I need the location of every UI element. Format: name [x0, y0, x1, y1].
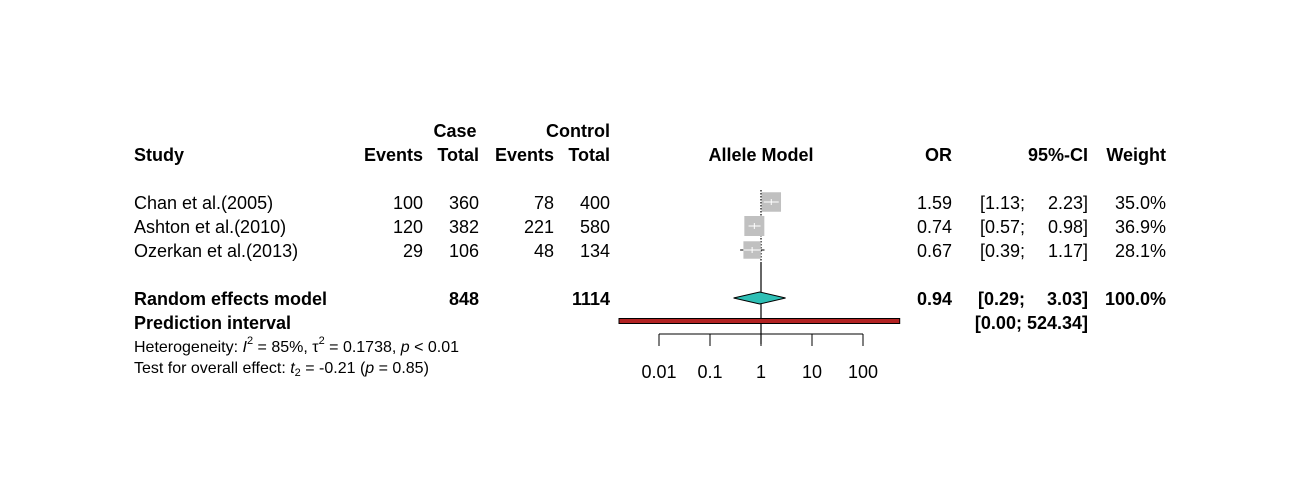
control-total: 580	[579, 217, 610, 237]
x-tick-label: 0.1	[697, 362, 722, 382]
control-events: 221	[523, 217, 554, 237]
case-total: 848	[448, 289, 479, 309]
weight-header: Weight	[1106, 145, 1166, 165]
control-events: 48	[533, 241, 554, 261]
ci-lower: [0.57;	[979, 217, 1025, 237]
ci-upper: 3.03]	[1046, 289, 1088, 309]
control-total: 134	[579, 241, 610, 261]
ci-lower: [1.13;	[979, 193, 1025, 213]
case-total-header: Total	[437, 145, 479, 165]
x-tick-label: 10	[802, 362, 822, 382]
ci-lower: [0.29;	[977, 289, 1025, 309]
ci-upper: 0.98]	[1047, 217, 1088, 237]
control-group-header: Control	[546, 121, 610, 141]
case-group-header: Case	[433, 121, 477, 141]
case-total: 382	[448, 217, 479, 237]
ci-upper: 2.23]	[1047, 193, 1088, 213]
ci-upper: 1.17]	[1047, 241, 1088, 261]
ci-header: 95%-CI	[1027, 145, 1088, 165]
case-total: 360	[448, 193, 479, 213]
or-header: OR	[925, 145, 952, 165]
control-events: 78	[533, 193, 554, 213]
odds-ratio: 0.94	[916, 289, 952, 309]
control-total-header: Total	[568, 145, 610, 165]
x-tick-label: 0.01	[641, 362, 676, 382]
control-total: 1114	[571, 289, 610, 309]
study-name: Ashton et al.(2010)	[134, 217, 287, 237]
study-weight: 36.9%	[1114, 217, 1166, 237]
study-header: Study	[134, 145, 185, 165]
plot-title: Allele Model	[708, 145, 814, 165]
pooled-diamond	[733, 291, 786, 305]
control-total: 400	[579, 193, 610, 213]
case-events-header: Events	[363, 145, 423, 165]
prediction-interval-label: Prediction interval	[134, 313, 292, 333]
case-total: 106	[448, 241, 479, 261]
random-effects-label: Random effects model	[134, 289, 328, 309]
x-tick-label: 1	[756, 362, 766, 382]
overall-effect-text: Test for overall effect: t2 = -0.21 (p =…	[134, 360, 429, 379]
study-weight: 35.0%	[1114, 193, 1166, 213]
heterogeneity-text: Heterogeneity: I2 = 85%, τ2 = 0.1738, p …	[134, 335, 460, 357]
study-name: Ozerkan et al.(2013)	[134, 241, 299, 261]
prediction-interval-bar	[618, 318, 901, 324]
control-events-header: Events	[494, 145, 554, 165]
case-events: 120	[392, 217, 423, 237]
case-events: 100	[392, 193, 423, 213]
study-weight: 28.1%	[1114, 241, 1166, 261]
odds-ratio: 0.67	[916, 241, 952, 261]
odds-ratio: 0.74	[916, 217, 952, 237]
odds-ratio: 1.59	[916, 193, 952, 213]
prediction-interval-ci: [0.00; 524.34]	[974, 313, 1088, 333]
case-events: 29	[402, 241, 423, 261]
ci-lower: [0.39;	[979, 241, 1025, 261]
x-tick-label: 100	[848, 362, 878, 382]
study-name: Chan et al.(2005)	[134, 193, 274, 213]
pooled-weight: 100.0%	[1104, 289, 1166, 309]
